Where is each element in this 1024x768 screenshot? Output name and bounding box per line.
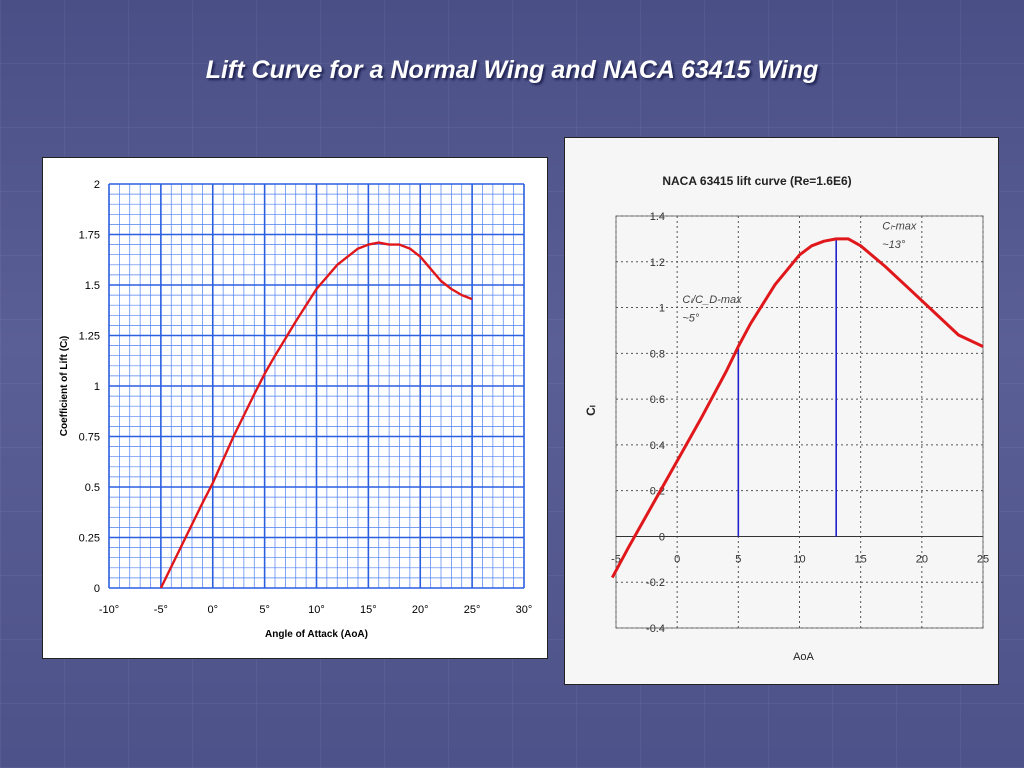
y-tick-label: 0 <box>94 583 100 595</box>
annotation-cl-max-label: Cₗ-max <box>882 221 917 233</box>
y-axis-label: Cₗ <box>584 405 598 416</box>
x-tick-label: 10° <box>308 604 325 616</box>
y-tick-label: -0.4 <box>646 623 665 635</box>
y-tick-label: 1.25 <box>79 331 100 343</box>
y-tick-label: 2 <box>94 179 100 191</box>
y-tick-label: 0.6 <box>650 394 665 406</box>
y-tick-label: -0.2 <box>646 577 665 589</box>
y-tick-label: 1.4 <box>650 211 665 223</box>
lift-curve-line <box>159 241 473 589</box>
chart-normal-wing-svg: -10° -5° 0° 5° 10° 15° 20° 25° 30° 0 0.25 0.5 0.75 1 1… <box>59 179 533 640</box>
x-tick-label: 20 <box>916 553 928 565</box>
x-tick-label: 30° <box>516 604 533 616</box>
chart-title: NACA 63415 lift curve (Re=1.6E6) <box>662 174 851 188</box>
slide-title: Lift Curve for a Normal Wing and NACA 63… <box>205 56 819 84</box>
annotation-cl-cd-max-angle: ~5° <box>682 312 700 324</box>
y-tick-label: 1.2 <box>650 257 665 269</box>
x-tick-label: 0° <box>207 604 218 616</box>
x-tick-label: 15° <box>360 604 377 616</box>
x-tick-label: 25 <box>977 553 989 565</box>
x-tick-label: -5° <box>154 604 168 616</box>
y-tick-label: 0.8 <box>650 348 665 360</box>
y-tick-label: 0 <box>659 531 665 543</box>
annotation-cl-max-angle: ~13° <box>882 239 906 251</box>
annotation-cl-cd-max-label: Cₗ/C_D-max <box>682 294 742 306</box>
x-tick-label: 5 <box>735 553 741 565</box>
chart-normal-wing: -10° -5° 0° 5° 10° 15° 20° 25° 30° 0 0.25 0.5 0.75 1 1… <box>42 157 548 659</box>
y-tick-label: 1.75 <box>79 230 100 242</box>
x-tick-label: 5° <box>259 604 270 616</box>
y-tick-label: 1 <box>659 303 665 315</box>
x-tick-label: -10° <box>99 604 119 616</box>
x-axis-label: Angle of Attack (AoA) <box>265 629 368 640</box>
x-tick-label: 0 <box>674 553 680 565</box>
y-axis-label: Coefficient of Lift (Cₗ) <box>59 336 70 437</box>
x-axis-label: AoA <box>793 651 814 663</box>
y-tick-label: 1.5 <box>85 280 100 292</box>
x-tick-label: -5 <box>611 553 621 565</box>
x-tick-label: 15 <box>855 553 867 565</box>
chart-naca-63415-svg: NACA 63415 lift curve (Re=1.6E6) -0.4 -0.2… <box>584 174 989 663</box>
y-tick-label: 0.75 <box>79 432 100 444</box>
y-tick-label: 0.25 <box>79 533 100 545</box>
x-tick-label: 20° <box>412 604 429 616</box>
y-tick-label: 1 <box>94 381 100 393</box>
chart-naca-63415: NACA 63415 lift curve (Re=1.6E6) -0.4 -0.2… <box>564 137 999 685</box>
y-tick-label: 0.5 <box>85 482 100 494</box>
x-tick-label: 25° <box>464 604 481 616</box>
y-tick-label: 0.4 <box>650 440 665 452</box>
lift-curve-line <box>610 237 984 579</box>
x-tick-label: 10 <box>793 553 805 565</box>
